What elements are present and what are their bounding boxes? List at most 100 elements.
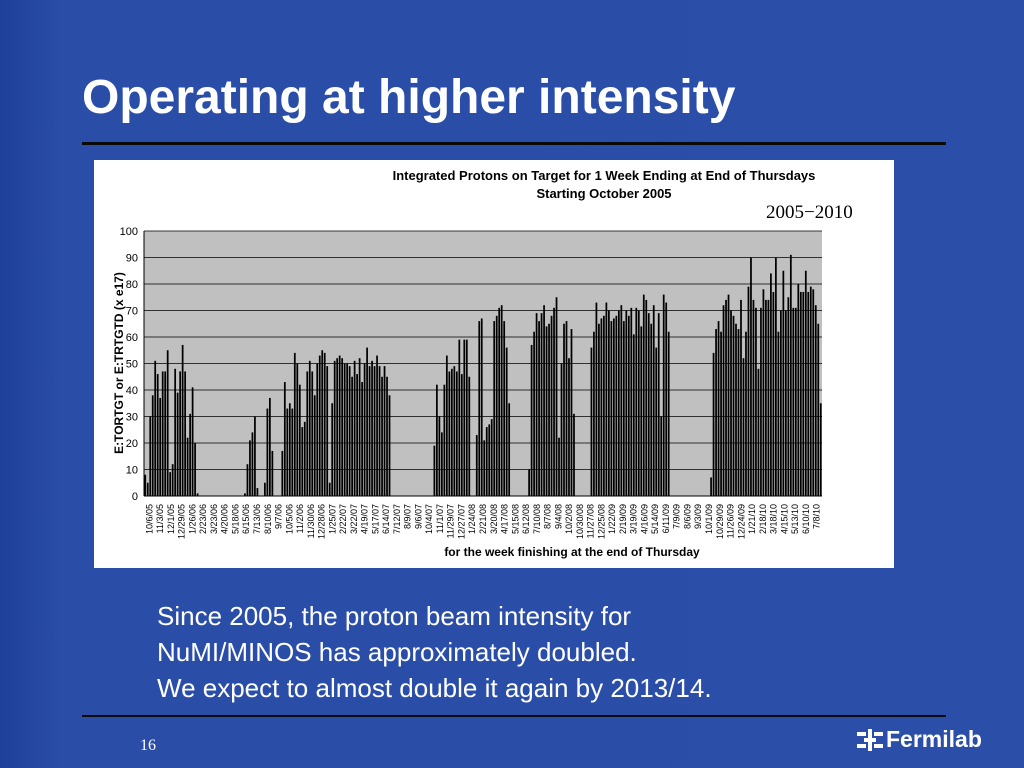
data-bar — [747, 286, 750, 496]
data-bar — [725, 299, 727, 496]
x-tick-label: 11/2/06 — [295, 504, 305, 533]
x-tick-label: 12/28/06 — [317, 504, 327, 539]
data-bar — [538, 321, 540, 496]
data-bar — [775, 257, 777, 496]
data-bar — [543, 305, 545, 496]
data-bar — [535, 313, 538, 496]
x-tick-label: 7/10/08 — [532, 504, 542, 534]
data-bar — [161, 371, 164, 496]
x-axis-label: for the week finishing at the end of Thu… — [444, 545, 700, 559]
data-bar — [603, 315, 605, 496]
x-tick-label: 5/14/09 — [650, 504, 660, 534]
data-bar — [460, 374, 463, 496]
footer-divider — [82, 715, 946, 717]
data-bar — [730, 310, 732, 496]
data-bar — [762, 289, 765, 496]
x-tick-label: 11/26/09 — [726, 504, 736, 538]
x-tick-label: 8/7/08 — [543, 504, 553, 529]
data-bar — [737, 329, 740, 496]
data-bar — [760, 307, 762, 496]
data-bar — [717, 321, 720, 496]
data-bar — [159, 397, 162, 496]
data-bar — [715, 329, 717, 496]
data-bar — [448, 371, 451, 496]
data-bar — [308, 360, 311, 496]
data-bar — [353, 360, 356, 496]
x-tick-label: 10/6/05 — [144, 504, 154, 534]
data-bar — [333, 360, 336, 496]
data-bar — [615, 315, 618, 496]
data-bar — [814, 305, 817, 496]
fermilab-logo-icon — [857, 728, 883, 751]
data-bar — [194, 443, 196, 496]
data-bar — [817, 323, 820, 496]
data-bar — [493, 321, 496, 496]
data-bar — [196, 493, 199, 496]
data-bar — [169, 472, 172, 496]
data-bar — [441, 432, 443, 496]
data-bar — [348, 366, 351, 496]
y-tick-label: 0 — [132, 491, 138, 503]
x-tick-label: 5/15/08 — [510, 504, 520, 534]
data-bar — [555, 297, 558, 496]
data-bar — [283, 382, 286, 496]
data-bar — [625, 310, 628, 496]
y-tick-label: 80 — [126, 279, 138, 291]
data-bar — [635, 307, 638, 496]
data-bar — [316, 363, 319, 496]
x-tick-label: 1/21/10 — [747, 504, 757, 534]
slide-title: Operating at higher intensity — [82, 71, 736, 124]
data-bar — [291, 408, 294, 496]
data-bar — [358, 358, 361, 496]
data-bar — [662, 294, 665, 496]
data-bar — [665, 302, 668, 496]
data-bar — [438, 416, 441, 496]
data-bar — [181, 344, 184, 496]
chart-title-line-2: Starting October 2005 — [536, 186, 672, 201]
x-tick-label: 9/4/08 — [553, 504, 563, 529]
data-bar — [789, 254, 792, 496]
data-bar — [490, 419, 493, 496]
chart-title-line-1: Integrated Protons on Target for 1 Week … — [392, 168, 816, 183]
data-bar — [144, 474, 147, 496]
body-text: Since 2005, the proton beam intensity fo… — [157, 598, 917, 706]
data-bar — [637, 310, 640, 496]
data-bar — [306, 371, 309, 496]
data-bar — [281, 450, 284, 496]
data-bar — [323, 352, 326, 496]
data-bar — [590, 347, 593, 496]
data-bar — [465, 339, 468, 496]
data-bar — [478, 321, 481, 496]
y-tick-label: 10 — [126, 465, 138, 477]
x-tick-label: 7/13/06 — [252, 504, 262, 534]
data-bar — [166, 350, 169, 496]
data-bar — [787, 297, 790, 496]
data-bar — [632, 334, 635, 496]
data-bar — [548, 323, 550, 496]
x-tick-label: 7/9/09 — [672, 504, 682, 529]
data-bar — [453, 366, 456, 496]
body-line-1: Since 2005, the proton beam intensity fo… — [157, 601, 632, 631]
data-bar — [802, 291, 805, 496]
x-tick-label: 1/22/09 — [607, 504, 617, 534]
x-tick-label: 12/1/05 — [166, 504, 176, 534]
logo-text: Fermilab — [886, 726, 982, 752]
data-bar — [612, 318, 615, 496]
data-bar — [293, 352, 296, 496]
x-tick-label: 4/15/10 — [779, 504, 789, 534]
data-bar — [341, 358, 344, 496]
data-bar — [368, 366, 371, 496]
data-bar — [505, 347, 508, 496]
data-bar — [336, 358, 339, 496]
data-bar — [573, 413, 575, 496]
data-bar — [286, 408, 289, 496]
x-tick-label: 4/19/07 — [360, 504, 370, 534]
x-tick-label: 3/20/08 — [489, 504, 499, 534]
data-bar — [650, 323, 653, 496]
data-bar — [563, 323, 565, 496]
data-bar — [378, 366, 381, 496]
data-bar — [381, 376, 383, 496]
data-bar — [251, 432, 254, 496]
data-bar — [186, 437, 189, 496]
data-bar — [436, 384, 438, 496]
